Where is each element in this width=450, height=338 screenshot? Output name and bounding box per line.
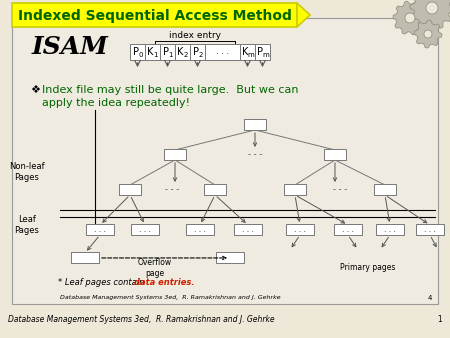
Text: . . .: . . . bbox=[294, 225, 306, 235]
Text: 2: 2 bbox=[183, 52, 188, 58]
Bar bbox=[234, 224, 262, 236]
Text: 1: 1 bbox=[437, 315, 442, 324]
Bar bbox=[284, 185, 306, 195]
Bar bbox=[130, 44, 145, 60]
Text: Leaf
Pages: Leaf Pages bbox=[14, 215, 40, 235]
Text: P: P bbox=[162, 47, 168, 57]
Text: K: K bbox=[177, 47, 184, 57]
Polygon shape bbox=[414, 20, 442, 48]
Text: . . .: . . . bbox=[242, 225, 254, 235]
Text: 2: 2 bbox=[198, 52, 202, 58]
Circle shape bbox=[424, 30, 432, 38]
Text: m: m bbox=[262, 52, 269, 58]
Text: . . .: . . . bbox=[139, 225, 151, 235]
Text: - - -: - - - bbox=[248, 150, 262, 160]
Text: P: P bbox=[132, 47, 139, 57]
Bar bbox=[119, 185, 141, 195]
Text: K: K bbox=[242, 47, 249, 57]
Polygon shape bbox=[410, 0, 450, 30]
Text: Indexed Sequential Access Method: Indexed Sequential Access Method bbox=[18, 9, 292, 23]
Bar bbox=[205, 44, 240, 60]
Polygon shape bbox=[297, 3, 310, 27]
Bar bbox=[376, 224, 404, 236]
Text: Index file may still be quite large.  But we can: Index file may still be quite large. But… bbox=[42, 85, 298, 95]
Text: * Leaf pages contain: * Leaf pages contain bbox=[58, 279, 147, 287]
Text: P: P bbox=[257, 47, 264, 57]
Text: P: P bbox=[193, 47, 198, 57]
Bar bbox=[145, 44, 160, 60]
Text: Primary pages: Primary pages bbox=[340, 263, 396, 272]
Bar bbox=[86, 224, 114, 236]
Bar bbox=[131, 224, 159, 236]
Bar bbox=[324, 149, 346, 161]
Bar bbox=[244, 119, 266, 130]
Text: index entry: index entry bbox=[169, 31, 221, 41]
Text: apply the idea repeatedly!: apply the idea repeatedly! bbox=[42, 98, 190, 108]
Text: . . .: . . . bbox=[342, 225, 354, 235]
Text: ❖: ❖ bbox=[30, 85, 40, 95]
Bar bbox=[71, 252, 99, 263]
Text: ISAM: ISAM bbox=[32, 35, 109, 59]
Bar bbox=[186, 224, 214, 236]
Text: 4: 4 bbox=[428, 295, 432, 301]
Bar bbox=[334, 224, 362, 236]
Bar bbox=[12, 3, 297, 27]
Polygon shape bbox=[393, 1, 427, 35]
Text: 1: 1 bbox=[168, 52, 173, 58]
Bar bbox=[164, 149, 186, 161]
Text: . . .: . . . bbox=[384, 225, 396, 235]
Bar bbox=[374, 185, 396, 195]
Text: K: K bbox=[147, 47, 154, 57]
Text: . . .: . . . bbox=[94, 225, 106, 235]
Text: - - -: - - - bbox=[333, 186, 347, 194]
Text: . . .: . . . bbox=[194, 225, 206, 235]
Bar bbox=[416, 224, 444, 236]
Bar bbox=[204, 185, 226, 195]
Bar bbox=[175, 44, 190, 60]
Bar bbox=[240, 44, 255, 60]
Text: Non-leaf
Pages: Non-leaf Pages bbox=[9, 162, 45, 182]
Text: 1: 1 bbox=[153, 52, 158, 58]
Text: 0: 0 bbox=[138, 52, 143, 58]
Bar bbox=[286, 224, 314, 236]
Bar bbox=[255, 44, 270, 60]
Bar bbox=[216, 252, 244, 263]
Text: data entries.: data entries. bbox=[134, 279, 194, 287]
Circle shape bbox=[405, 13, 415, 23]
Text: - - -: - - - bbox=[165, 186, 179, 194]
Bar bbox=[190, 44, 205, 60]
Text: . . .: . . . bbox=[424, 225, 436, 235]
Text: Overflow
page: Overflow page bbox=[138, 258, 172, 277]
Text: m: m bbox=[247, 52, 254, 58]
Circle shape bbox=[426, 2, 438, 14]
Text: . . .: . . . bbox=[216, 48, 229, 56]
Bar bbox=[160, 44, 175, 60]
Text: Database Management Systems 3ed,  R. Ramakrishnan and J. Gehrke: Database Management Systems 3ed, R. Rama… bbox=[8, 315, 274, 324]
Text: Database Management Systems 3ed,  R. Ramakrishnan and J. Gehrke: Database Management Systems 3ed, R. Rama… bbox=[60, 295, 281, 300]
